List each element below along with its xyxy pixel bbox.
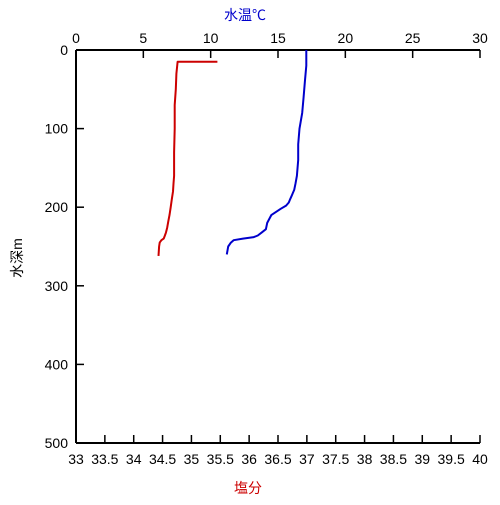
bottom-tick-label: 36 [241, 451, 257, 467]
bottom-tick-label: 39.5 [438, 451, 465, 467]
temperature-profile-line [225, 50, 308, 255]
axes-layer: 0 100 200 300 400 500 0 5 10 15 20 25 30 33 33.5 34 34.5… [45, 30, 488, 467]
y-tick-label: 400 [45, 356, 69, 372]
bottom-tick-label: 35.5 [207, 451, 234, 467]
top-tick-label: 5 [139, 30, 147, 46]
top-tick-label: 25 [405, 30, 421, 46]
bottom-tick-label: 37 [299, 451, 315, 467]
bottom-tick-label: 34.5 [149, 451, 176, 467]
top-axis-title: 水温℃ [224, 7, 266, 23]
bottom-tick-label: 40 [472, 451, 488, 467]
bottom-tick-label: 37.5 [322, 451, 349, 467]
y-tick-label: 0 [60, 42, 68, 58]
bottom-tick-label: 33.5 [91, 451, 118, 467]
y-tick-label: 100 [45, 121, 69, 137]
bottom-tick-label: 39 [414, 451, 430, 467]
top-tick-label: 0 [72, 30, 80, 46]
top-tick-label: 30 [472, 30, 488, 46]
top-tick-label: 15 [270, 30, 286, 46]
bottom-tick-label: 38 [357, 451, 373, 467]
salinity-profile-line [157, 60, 218, 256]
y-tick-label: 500 [45, 435, 69, 451]
y-tick-label: 300 [45, 278, 69, 294]
bottom-tick-label: 36.5 [264, 451, 291, 467]
bottom-tick-label: 38.5 [380, 451, 407, 467]
bottom-axis-title: 塩分 [234, 480, 262, 496]
bottom-tick-label: 35 [184, 451, 200, 467]
y-axis-title: 水深m [9, 238, 25, 278]
series-layer [157, 50, 308, 256]
top-tick-label: 10 [203, 30, 219, 46]
top-tick-label: 20 [338, 30, 354, 46]
y-tick-label: 200 [45, 199, 69, 215]
bottom-tick-label: 33 [68, 451, 84, 467]
bottom-tick-label: 34 [126, 451, 142, 467]
